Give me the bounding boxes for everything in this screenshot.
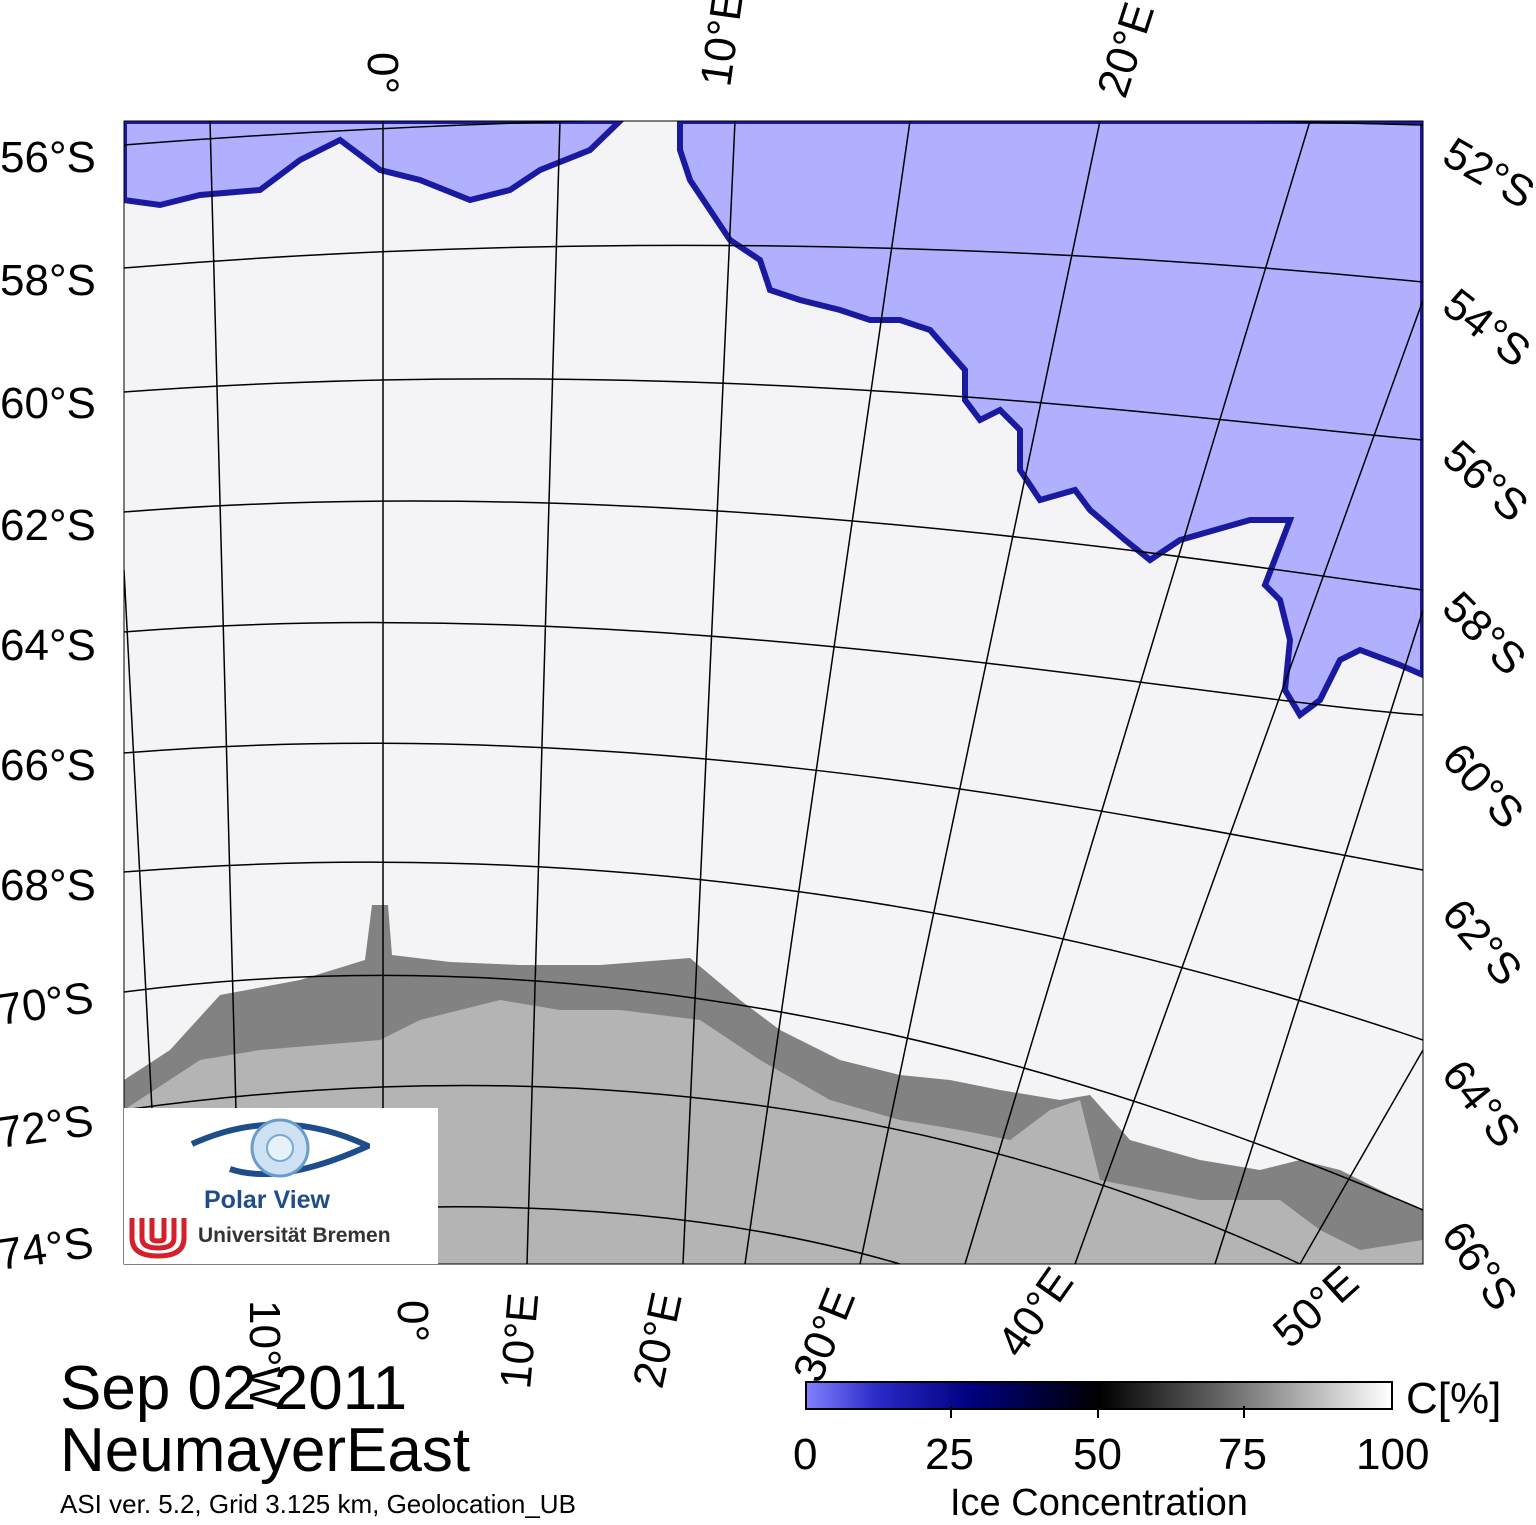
lon-label-top: 0° <box>358 52 407 94</box>
lat-label-left: 62°S <box>0 501 96 550</box>
open-water-area-west <box>124 121 625 209</box>
lon-label-top: 10°E <box>691 0 753 89</box>
map-details: ASI ver. 5.2, Grid 3.125 km, Geolocation… <box>60 1489 576 1519</box>
lat-label-left: 66°S <box>0 741 96 790</box>
polar-view-logo: Polar View Universität Bremen <box>124 1108 438 1264</box>
colorbar-tick-label: 75 <box>1218 1430 1267 1479</box>
lon-label-bottom: 0° <box>388 1300 437 1342</box>
lon-label-bottom: 20°E <box>624 1288 692 1392</box>
colorbar-tick <box>950 1406 952 1418</box>
lon-label-bottom: 30°E <box>784 1281 865 1388</box>
eye-icon <box>190 1118 370 1178</box>
lat-label-right: 54°S <box>1434 279 1536 377</box>
logo-title: Polar View <box>204 1186 330 1214</box>
lat-label-left: 68°S <box>0 861 96 910</box>
lat-label-right: 60°S <box>1433 734 1534 838</box>
colorbar-tick <box>1097 1406 1099 1418</box>
graticule-parallels <box>124 121 1423 1264</box>
colorbar-tick-label: 100 <box>1356 1430 1430 1479</box>
colorbar-tick-label: 0 <box>793 1430 818 1479</box>
colorbar-unit: C[%] <box>1406 1374 1502 1423</box>
lat-label-left: 56°S <box>0 133 96 182</box>
graticule-meridians <box>124 121 1423 1264</box>
map-date: Sep 02 2011 <box>60 1354 408 1423</box>
lon-label-bottom: 40°E <box>988 1259 1083 1366</box>
lat-label-right: 52°S <box>1435 128 1536 218</box>
lat-label-left: 58°S <box>0 256 96 305</box>
lon-label-bottom: 10°E <box>491 1291 548 1391</box>
lat-label-right: 58°S <box>1433 582 1535 684</box>
open-water-area <box>677 121 1423 720</box>
colorbar-tick-label: 25 <box>925 1430 974 1479</box>
lon-label-top: 20°E <box>1088 0 1164 103</box>
lon-label-bottom: 10°W <box>240 1300 289 1409</box>
logo-institution: Universität Bremen <box>198 1224 391 1247</box>
lat-label-right: 56°S <box>1433 431 1536 532</box>
map-region: NeumayerEast <box>60 1416 471 1485</box>
lat-label-right: 62°S <box>1432 890 1531 995</box>
lat-label-left: 74°S <box>0 1218 96 1280</box>
lat-label-left: 72°S <box>0 1096 96 1158</box>
lat-label-right: 66°S <box>1432 1213 1527 1320</box>
lat-label-left: 60°S <box>0 379 96 428</box>
lat-label-right: 64°S <box>1432 1051 1530 1157</box>
lat-label-left: 64°S <box>0 621 96 670</box>
colorbar-tick <box>1243 1406 1245 1418</box>
colorbar-title: Ice Concentration <box>950 1482 1248 1524</box>
colorbar <box>805 1381 1393 1410</box>
lon-label-bottom: 50°E <box>1264 1257 1368 1358</box>
lat-label-left: 70°S <box>0 973 96 1035</box>
university-mark-icon <box>129 1218 187 1259</box>
colorbar-tick-label: 50 <box>1073 1430 1122 1479</box>
